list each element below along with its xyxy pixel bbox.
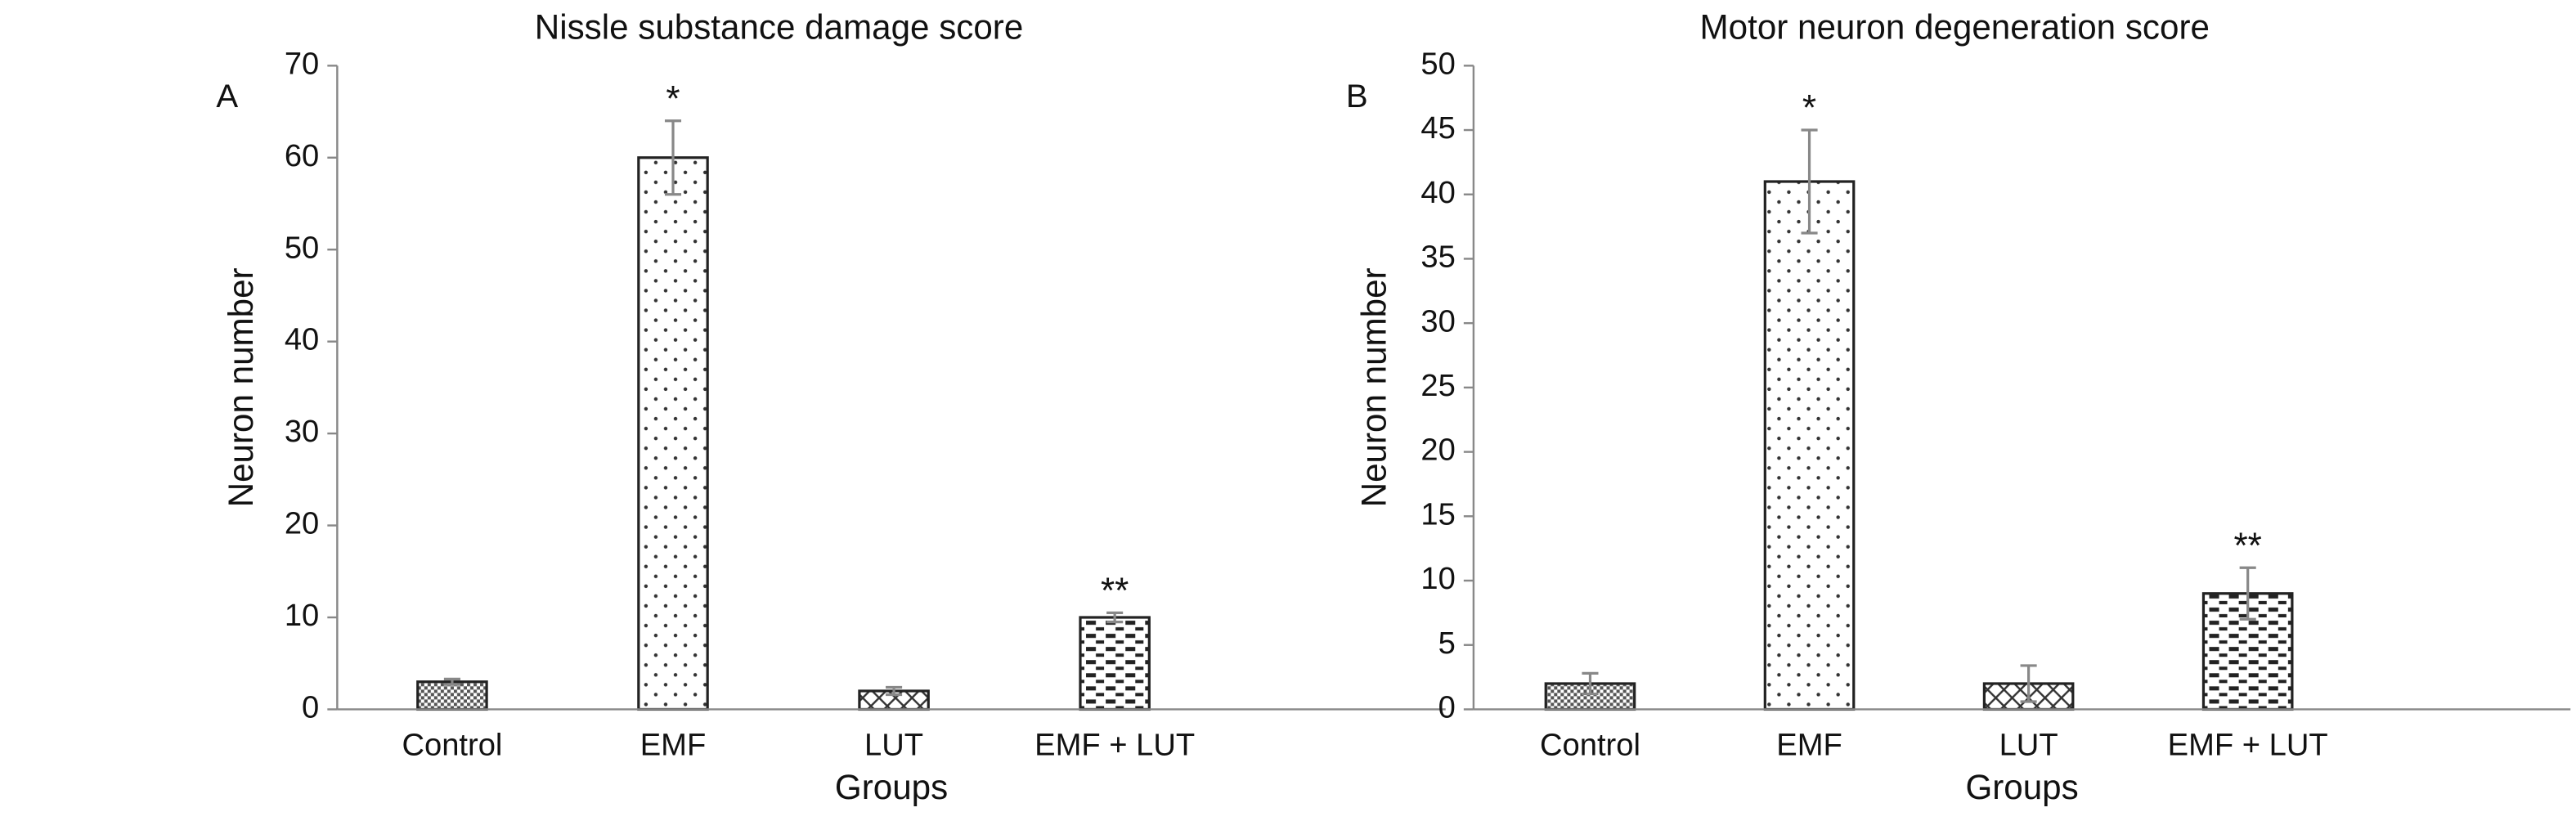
- x-tick-label: EMF + LUT: [1034, 728, 1195, 763]
- error-bar: [2239, 566, 2256, 621]
- x-axis-title: Groups: [1965, 768, 2078, 806]
- y-tick-label: 35: [1420, 240, 1455, 275]
- y-tick-label: 15: [1420, 496, 1455, 532]
- bar: [416, 680, 488, 711]
- x-tick-label: EMF: [640, 728, 707, 763]
- y-tick-label: 25: [1420, 368, 1455, 403]
- y-tick-label: 45: [1420, 110, 1455, 146]
- chart-title: Motor neuron degeneration score: [1700, 7, 2210, 46]
- bar: [637, 156, 709, 711]
- x-axis-title: Groups: [835, 768, 948, 806]
- y-tick-label: 20: [1420, 433, 1455, 468]
- significance-label: *: [1802, 88, 1816, 128]
- error-bar: [1801, 128, 1818, 235]
- x-tick-label: LUT: [1999, 728, 2058, 763]
- error-bar: [1582, 671, 1599, 696]
- panel-label: B: [1346, 78, 1368, 114]
- significance-label: **: [1101, 571, 1129, 611]
- x-tick-label: LUT: [864, 728, 923, 763]
- y-axis-title: Neuron number: [222, 267, 260, 507]
- bar: [1763, 180, 1856, 711]
- significance-label: **: [2233, 526, 2261, 566]
- y-tick-label: 30: [1420, 303, 1455, 339]
- error-bar: [443, 677, 460, 686]
- chart-title: Nissle substance damage score: [535, 7, 1024, 46]
- error-bar: [2020, 664, 2037, 703]
- x-tick-label: EMF: [1776, 728, 1842, 763]
- y-tick-label: 5: [1438, 626, 1456, 661]
- y-tick-label: 30: [285, 414, 319, 449]
- y-tick-label: 40: [1420, 175, 1455, 210]
- significance-label: *: [666, 79, 680, 119]
- x-tick-label: Control: [402, 728, 502, 763]
- y-tick-label: 70: [285, 46, 319, 81]
- y-tick-label: 50: [285, 230, 319, 265]
- y-tick-label: 40: [285, 322, 319, 357]
- y-tick-label: 0: [302, 690, 319, 725]
- y-tick-label: 50: [1420, 46, 1455, 81]
- error-bar: [886, 685, 903, 697]
- y-tick-label: 20: [285, 506, 319, 541]
- x-tick-label: EMF + LUT: [2168, 728, 2328, 763]
- y-tick-label: 10: [285, 598, 319, 633]
- panel-label: A: [216, 78, 238, 114]
- x-tick-label: Control: [1540, 728, 1640, 763]
- y-tick-label: 10: [1420, 561, 1455, 596]
- y-axis-title: Neuron number: [1355, 267, 1393, 507]
- bar: [1079, 616, 1151, 711]
- y-tick-label: 0: [1438, 690, 1456, 725]
- error-bar: [664, 119, 682, 196]
- y-tick-label: 60: [285, 138, 319, 173]
- error-bar: [1106, 611, 1124, 624]
